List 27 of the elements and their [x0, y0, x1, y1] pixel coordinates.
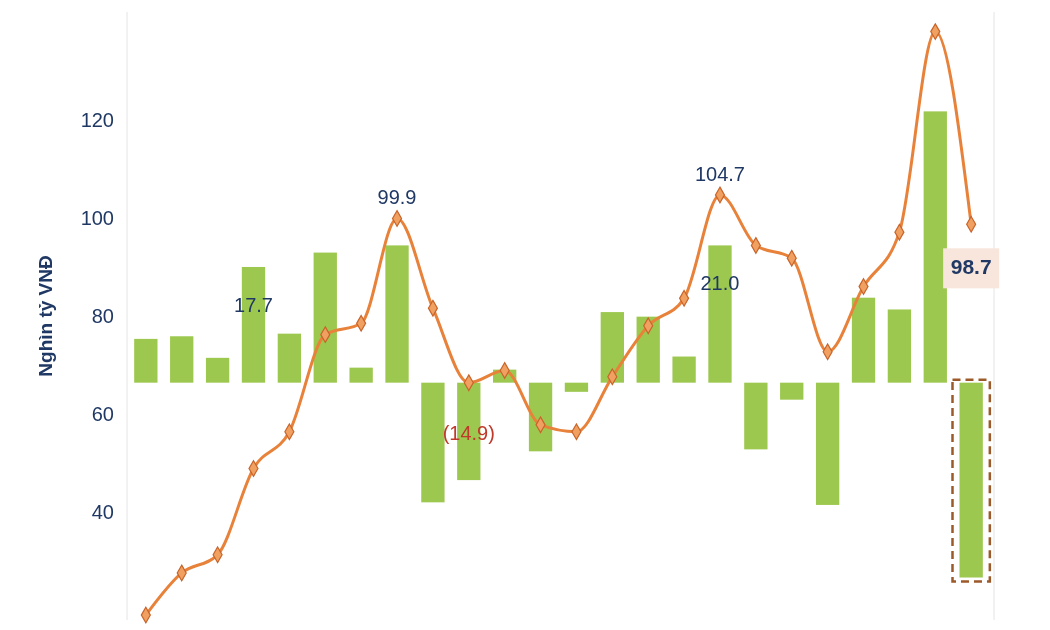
y-axis-title: Nghìn tỷ VNĐ	[35, 255, 56, 377]
bar	[672, 356, 696, 383]
y-tick-label: 40	[91, 501, 114, 524]
bar	[887, 309, 912, 383]
data-label: 99.9	[377, 186, 417, 209]
bar	[564, 382, 589, 392]
bar	[815, 382, 840, 505]
data-label: 98.7	[950, 255, 992, 279]
bar	[134, 338, 158, 383]
bar	[277, 333, 302, 383]
y-tick-label: 120	[80, 108, 114, 131]
bar	[205, 357, 230, 383]
bar	[313, 252, 337, 383]
y-tick-label: 60	[91, 402, 114, 425]
y-tick-label: 80	[91, 304, 114, 327]
bar	[385, 245, 409, 383]
y-tick-label: 100	[80, 206, 114, 229]
bar	[744, 382, 768, 450]
point	[391, 210, 403, 227]
bar	[780, 382, 804, 400]
data-label: 104.7	[694, 162, 746, 185]
bar	[600, 312, 624, 383]
bar	[421, 382, 445, 503]
bar	[923, 111, 947, 383]
bar	[170, 336, 194, 383]
bar	[349, 367, 373, 383]
bar	[851, 297, 876, 383]
